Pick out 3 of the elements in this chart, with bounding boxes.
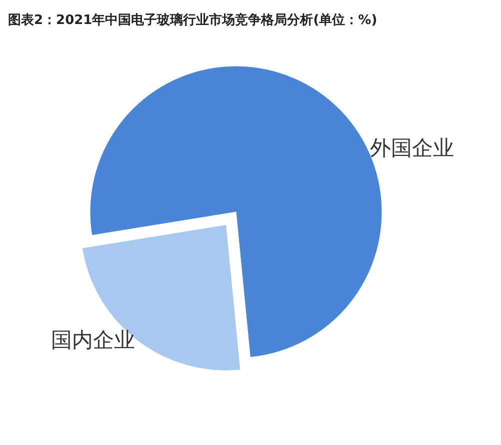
slice-label: 外国企业 [370,136,454,160]
slice-label: 国内企业 [50,328,135,352]
chart-title: 图表2：2021年中国电子玻璃行业市场竞争格局分析(单位：%) [8,12,378,28]
